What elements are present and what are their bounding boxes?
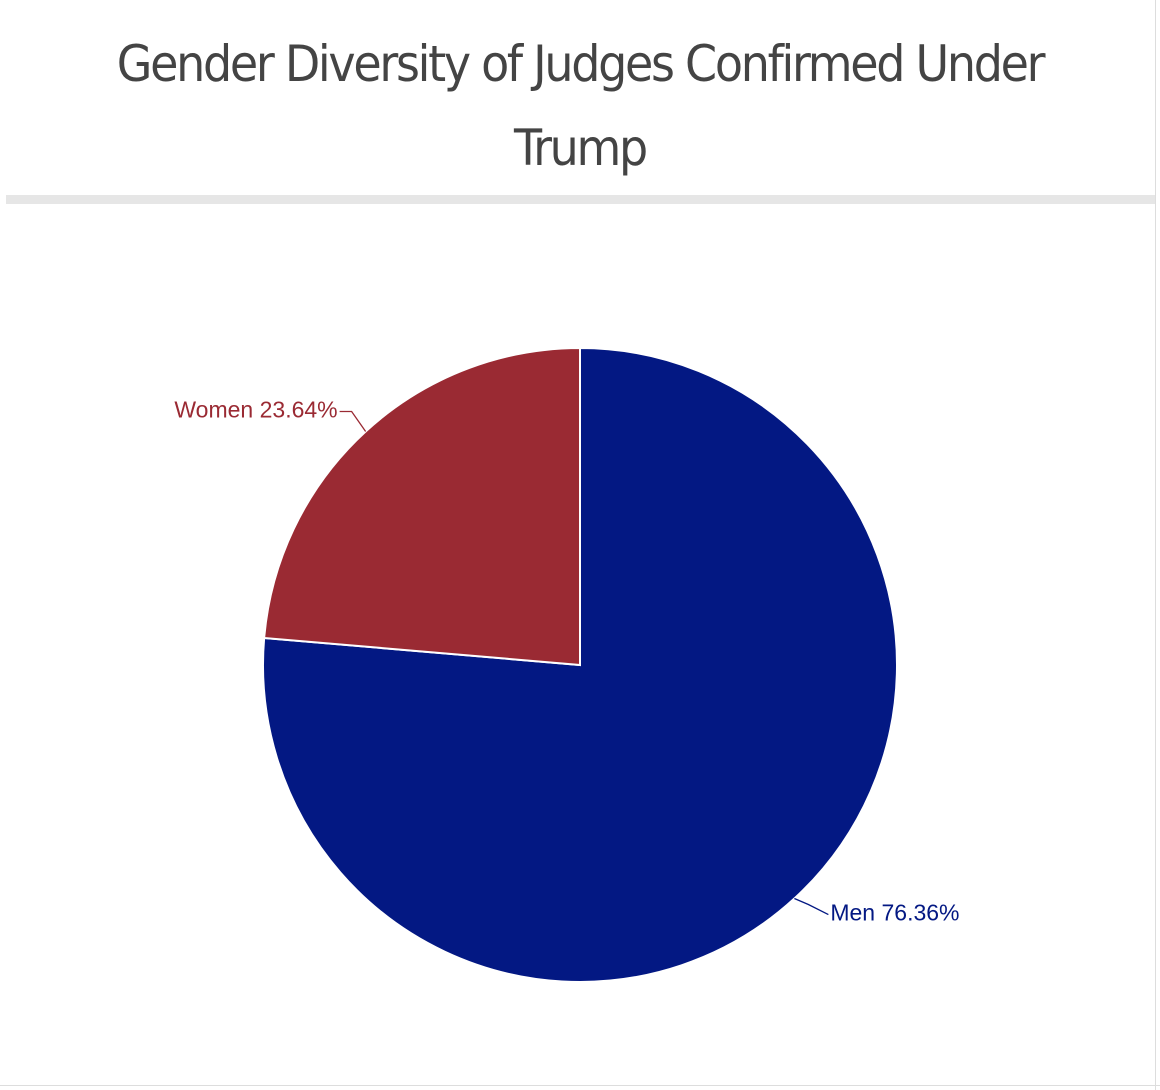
data-label: Men 76.36% — [830, 900, 959, 926]
divider — [6, 195, 1156, 204]
chart-title: Gender Diversity of Judges Confirmed Und… — [116, 35, 1046, 177]
pie-slice — [262, 346, 898, 983]
pie-slice — [263, 346, 581, 667]
label-value: 76.36% — [882, 900, 960, 926]
label-name: Men — [830, 900, 875, 926]
data-label: Women 23.64% — [174, 397, 337, 423]
leader-line — [339, 410, 367, 432]
label-name: Women — [174, 397, 253, 423]
leader-line — [794, 897, 829, 916]
label-value: 23.64% — [260, 397, 338, 423]
